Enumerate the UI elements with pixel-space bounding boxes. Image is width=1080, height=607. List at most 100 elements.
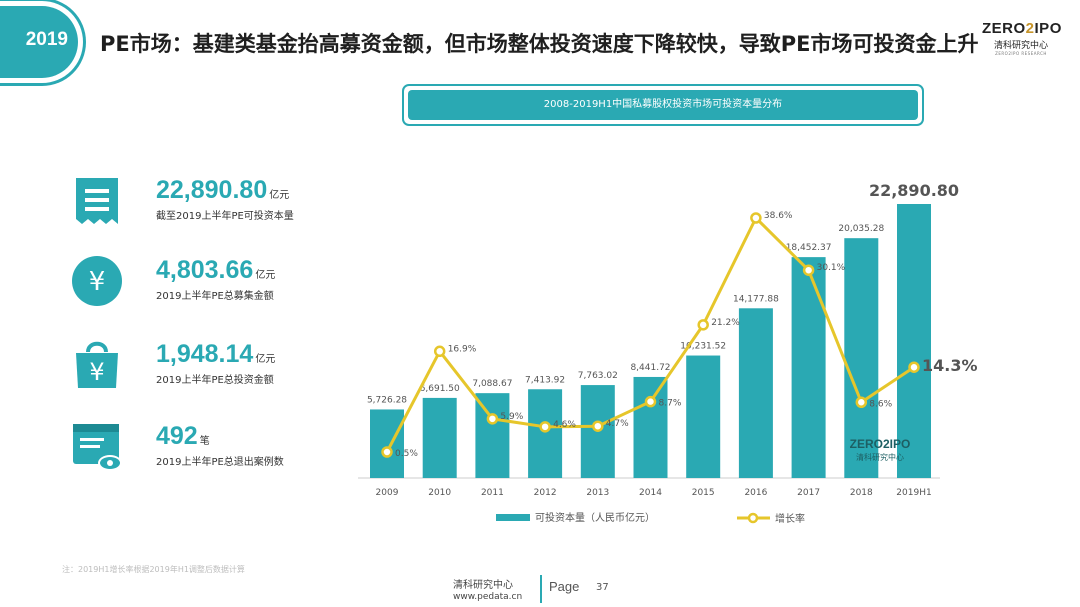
- stat-desc: 2019上半年PE总投资金额: [156, 375, 274, 386]
- growth-point-2018: [855, 396, 868, 409]
- x-tick-label-2019H1: 2019H1: [896, 488, 931, 498]
- x-tick-label-2010: 2010: [428, 488, 451, 498]
- logo-tiny: ZERO2IPO RESEARCH: [995, 51, 1047, 56]
- growth-label-2014: 8.7%: [659, 399, 682, 409]
- bar-value-label-2016: 14,177.88: [733, 294, 779, 304]
- logo-text-mid: 2: [1025, 20, 1035, 37]
- bar-value-label-2014: 8,441.72: [630, 363, 670, 373]
- bar-value-label-2011: 7,088.67: [472, 379, 512, 389]
- year-badge-text: 2019: [25, 29, 68, 50]
- stat-desc: 截至2019上半年PE可投资本量: [156, 211, 294, 222]
- yen-coin-icon: ¥: [72, 256, 122, 306]
- growth-label-2018: 8.6%: [869, 399, 892, 409]
- x-tick-label-2015: 2015: [692, 488, 715, 498]
- stat-value: 492: [156, 422, 198, 450]
- x-tick-label-2011: 2011: [481, 488, 504, 498]
- bar-2010: [422, 397, 457, 478]
- footnote: 注：2019H1增长率根据2019年H1调整后数据计算: [62, 565, 245, 574]
- growth-label-2012: 4.6%: [553, 420, 576, 430]
- stat-desc: 2019上半年PE总募集金额: [156, 291, 274, 302]
- watermark-subtitle: 清科研究中心: [856, 452, 904, 462]
- stat-value: 4,803.66: [156, 256, 254, 284]
- growth-label-2016: 38.6%: [764, 211, 793, 221]
- legend-line-label: 增长率: [775, 512, 805, 525]
- growth-point-2013: [592, 420, 604, 432]
- stat-item-investment: ¥ 1,948.14 亿元 2019上半年PE总投资金额: [70, 338, 370, 402]
- bar-2018: [844, 238, 879, 478]
- bar-2014: [633, 376, 668, 478]
- legend-bar-label: 可投资本量（人民币亿元）: [535, 511, 655, 524]
- growth-label-2019H1: 14.3%: [922, 356, 978, 375]
- stat-unit: 亿元: [255, 354, 276, 365]
- bar-2015: [686, 355, 721, 478]
- x-tick-label-2013: 2013: [586, 488, 609, 498]
- x-tick-label-2014: 2014: [639, 488, 662, 498]
- stat-item-exits: 492 笔 2019上半年PE总退出案例数: [70, 420, 370, 484]
- footer-divider: [540, 575, 542, 603]
- footer-org: 清科研究中心: [453, 580, 513, 591]
- bar-2012: [528, 389, 563, 478]
- growth-label-2013: 4.7%: [606, 419, 629, 429]
- x-tick-label-2012: 2012: [534, 488, 557, 498]
- x-tick-label-2018: 2018: [850, 488, 873, 498]
- x-tick-label-2017: 2017: [797, 488, 820, 498]
- footer-page-label: Page: [549, 579, 580, 594]
- stat-unit: 亿元: [269, 190, 290, 201]
- bar-value-label-2012: 7,413.92: [525, 375, 565, 385]
- yen-bag-icon: ¥: [76, 341, 118, 388]
- brand-logo: ZERO2IPO 清科研究中心 ZERO2IPO RESEARCH: [982, 20, 1062, 56]
- logo-text-right: IPO: [1034, 20, 1062, 37]
- logo-subtitle: 清科研究中心: [993, 41, 1048, 51]
- bar-value-label-2018: 20,035.28: [838, 224, 884, 234]
- stat-item-fundraising: ¥ 4,803.66 亿元 2019上半年PE总募集金额: [70, 254, 370, 318]
- bar-value-label-2013: 7,763.02: [578, 371, 618, 381]
- year-badge: 2019: [0, 6, 78, 78]
- growth-point-2014: [644, 395, 657, 408]
- growth-point-2011: [486, 413, 499, 425]
- logo-text-left: ZERO: [982, 20, 1026, 37]
- receipt-icon: [76, 178, 118, 224]
- growth-point-2016: [750, 212, 762, 224]
- stat-value: 1,948.14: [156, 340, 254, 368]
- growth-label-2015: 21.2%: [711, 318, 740, 328]
- bar-2011: [475, 393, 510, 478]
- svg-text:¥: ¥: [89, 267, 106, 297]
- chart-title: 2008-2019H1中国私募股权投资市场可投资本量分布: [408, 90, 918, 120]
- svg-text:¥: ¥: [89, 358, 104, 386]
- eye-card-icon: [73, 424, 122, 471]
- stat-item-investable-capital: 22,890.80 亿元 截至2019上半年PE可投资本量: [70, 174, 370, 238]
- bar-2016: [738, 308, 773, 478]
- growth-label-2011: 5.9%: [500, 412, 523, 422]
- growth-point-2010: [433, 345, 446, 358]
- legend-bar-swatch: [496, 514, 530, 521]
- bar-2009: [370, 409, 404, 478]
- stat-unit: 笔: [199, 436, 210, 447]
- stat-desc: 2019上半年PE总退出案例数: [156, 457, 284, 468]
- bar-value-label-2010: 6,691.50: [420, 384, 460, 394]
- bar-value-label-2009: 5,726.28: [367, 395, 407, 405]
- growth-point-2009: [381, 446, 393, 458]
- bar-value-label-2019H1: 22,890.80: [869, 181, 959, 200]
- growth-point-2012: [539, 421, 551, 433]
- growth-point-2017: [802, 264, 815, 276]
- watermark-logo-text: ZERO2IPO: [850, 437, 911, 451]
- bar-value-label-2015: 10,231.52: [680, 342, 726, 352]
- growth-label-2017: 30.1%: [817, 263, 846, 273]
- legend-line-marker: [747, 512, 759, 524]
- bar-2017: [791, 257, 826, 478]
- stat-value: 22,890.80: [156, 176, 268, 204]
- x-tick-label-2016: 2016: [744, 488, 767, 498]
- growth-label-2009: 0.5%: [395, 449, 418, 459]
- growth-point-2015: [697, 319, 709, 331]
- page-number: 37: [596, 582, 609, 593]
- footer-url[interactable]: www.pedata.cn: [453, 592, 523, 602]
- page-title: PE市场：基建类基金抬高募资金额，但市场整体投资速度下降较快，导致PE市场可投资…: [100, 32, 979, 56]
- chart-title-banner: 2008-2019H1中国私募股权投资市场可投资本量分布: [402, 84, 924, 126]
- bar-value-label-2017: 18,452.37: [786, 243, 832, 253]
- stat-unit: 亿元: [255, 270, 276, 281]
- bar-2019H1: [897, 204, 931, 478]
- growth-label-2010: 16.9%: [448, 344, 477, 354]
- growth-point-2019H1: [908, 361, 920, 373]
- x-tick-label-2009: 2009: [376, 488, 399, 498]
